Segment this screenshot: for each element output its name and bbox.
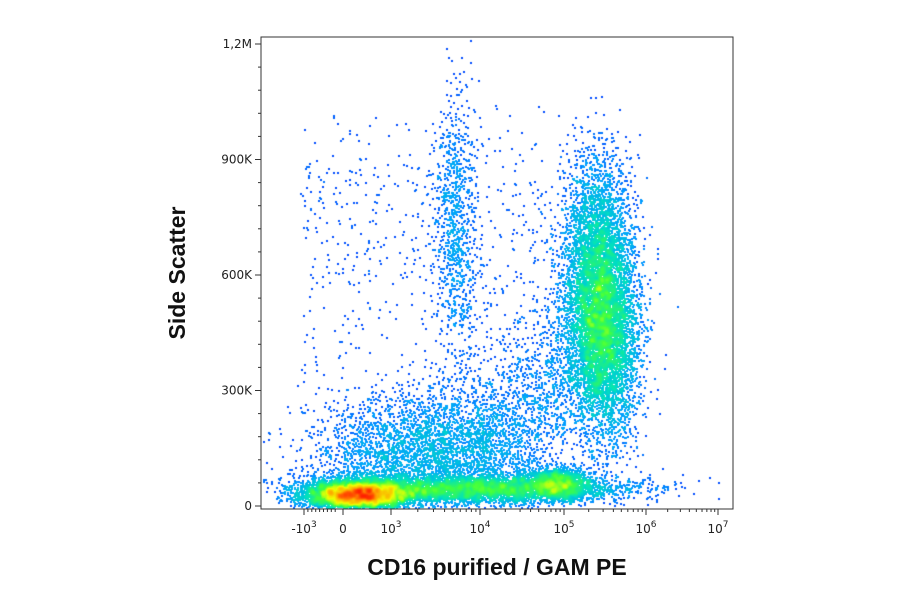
x-tick-label: 104 [469,520,490,536]
y-tick-label: 0 [244,499,252,513]
x-tick-label: -103 [291,520,316,536]
x-axis-title: CD16 purified / GAM PE [367,554,626,580]
dot-density-layer [261,37,733,509]
y-tick-label: 600K [221,268,253,282]
y-tick-label: 300K [221,384,253,398]
x-tick-label: 103 [380,520,401,536]
y-tick-label: 900K [221,153,253,167]
x-tick-label: 107 [707,520,728,536]
x-tick-label: 0 [339,522,347,536]
x-tick-label: 106 [635,520,656,536]
x-tick-label: 105 [553,520,574,536]
x-axis: -103 0 103 104 105 106 107 [261,508,733,536]
y-axis-title: Side Scatter [164,206,190,339]
y-tick-label: 1,2M [223,37,252,51]
y-axis: 0 300K 600K 900K 1,2M [221,37,262,513]
